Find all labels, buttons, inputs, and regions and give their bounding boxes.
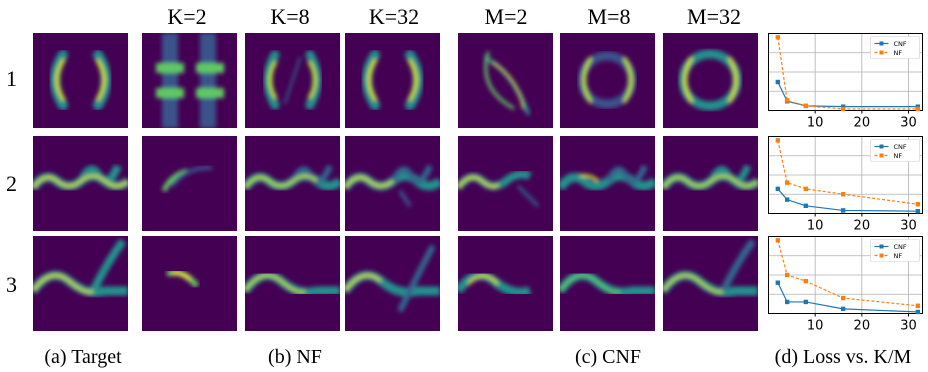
legend-label-nf: NF xyxy=(894,252,903,260)
density-panel-nf-k32-row3 xyxy=(345,236,440,331)
header-m8: M=8 xyxy=(587,4,631,29)
legend-label-nf: NF xyxy=(894,49,903,57)
density-panel-cnf-m8-row3 xyxy=(560,236,655,331)
density-panel-nf-k32-row2 xyxy=(345,136,440,231)
data-point-nf xyxy=(775,238,781,243)
legend-label-cnf: CNF xyxy=(894,243,907,251)
series-line-nf xyxy=(777,140,918,205)
data-point-cnf xyxy=(803,299,809,305)
row-label-1: 1 xyxy=(6,66,17,91)
density-panel-nf-k8-row2 xyxy=(245,136,340,231)
legend-marker-cnf xyxy=(879,41,884,46)
x-tick-label: 30 xyxy=(900,219,917,234)
data-point-cnf xyxy=(915,104,921,109)
row-label-3: 3 xyxy=(6,272,17,297)
x-tick-label: 30 xyxy=(900,319,917,334)
series-line-cnf xyxy=(777,282,918,313)
data-point-cnf xyxy=(915,309,921,315)
data-point-cnf xyxy=(775,280,781,285)
data-point-nf xyxy=(803,103,809,109)
series-line-cnf xyxy=(777,81,918,108)
data-point-nf xyxy=(784,272,790,278)
density-panel-cnf-m8-row2 xyxy=(560,136,655,231)
caption-nf: (b) NF xyxy=(268,346,322,368)
data-point-nf xyxy=(915,202,921,207)
axes-frame xyxy=(768,236,923,314)
x-tick-label: 20 xyxy=(854,219,871,234)
density-panel-nf-k32-row1 xyxy=(345,33,440,128)
series-line-nf xyxy=(777,37,918,110)
density-panel-cnf-m32-row2 xyxy=(663,136,758,231)
legend-marker-nf xyxy=(879,153,884,158)
header-k8: K=8 xyxy=(270,4,310,29)
legend-label-nf: NF xyxy=(894,152,903,160)
legend-label-cnf: CNF xyxy=(894,40,907,48)
data-point-cnf xyxy=(784,299,790,305)
data-point-nf xyxy=(915,303,921,308)
data-point-nf xyxy=(784,98,790,103)
density-panel-cnf-m2-row2 xyxy=(458,136,553,231)
x-tick-label: 20 xyxy=(854,116,871,131)
legend-marker-cnf xyxy=(879,144,884,149)
data-point-cnf xyxy=(784,197,790,202)
x-tick-label: 10 xyxy=(807,116,824,131)
density-panel-cnf-m2-row3 xyxy=(458,236,553,331)
caption-target: (a) Target xyxy=(44,346,122,368)
header-k2: K=2 xyxy=(167,4,207,29)
axes-frame xyxy=(768,33,923,111)
data-point-nf xyxy=(803,278,809,284)
loss-chart-row1: 10 20 30 CNF NF xyxy=(768,33,923,131)
caption-loss: (d) Loss vs. K/M xyxy=(774,346,912,368)
density-panel-target-row2 xyxy=(33,136,128,231)
legend-marker-nf xyxy=(879,50,884,55)
series-line-cnf xyxy=(777,188,918,212)
header-k32: K=32 xyxy=(368,4,420,29)
data-point-cnf xyxy=(915,208,921,214)
data-point-cnf xyxy=(840,306,846,312)
axes-frame xyxy=(768,136,923,214)
x-tick-label: 10 xyxy=(807,319,824,334)
data-point-nf xyxy=(840,192,846,197)
data-point-nf xyxy=(915,106,921,112)
density-panel-nf-k2-row2 xyxy=(142,136,237,231)
data-point-cnf xyxy=(840,104,846,109)
density-panel-nf-k8-row1 xyxy=(245,33,340,128)
legend-marker-nf xyxy=(879,253,884,258)
data-point-cnf xyxy=(803,203,809,208)
header-m32: M=32 xyxy=(687,4,741,29)
header-m2: M=2 xyxy=(484,4,528,29)
data-point-nf xyxy=(803,186,809,192)
density-panel-cnf-m8-row1 xyxy=(560,33,655,128)
data-point-cnf xyxy=(840,208,846,213)
data-point-nf xyxy=(775,138,781,143)
data-point-nf xyxy=(775,35,781,40)
density-panel-nf-k8-row3 xyxy=(245,236,340,331)
x-tick-label: 30 xyxy=(900,116,917,131)
x-tick-label: 20 xyxy=(854,319,871,334)
caption-cnf: (c) CNF xyxy=(574,346,642,368)
x-tick-label: 10 xyxy=(807,219,824,234)
density-panel-target-row3 xyxy=(33,236,128,331)
density-panel-nf-k2-row1 xyxy=(142,33,237,128)
legend-marker-cnf xyxy=(879,244,884,249)
data-point-cnf xyxy=(775,186,781,192)
density-panel-cnf-m32-row3 xyxy=(663,236,758,331)
legend-label-cnf: CNF xyxy=(894,143,907,151)
row-label-2: 2 xyxy=(6,171,17,196)
density-panel-target-row1 xyxy=(33,33,128,128)
loss-chart-row3: 10 20 30 CNF NF xyxy=(768,236,923,334)
density-panel-nf-k2-row3 xyxy=(142,236,237,331)
data-point-cnf xyxy=(775,79,781,85)
data-point-nf xyxy=(840,106,846,112)
data-point-nf xyxy=(784,180,790,185)
data-point-nf xyxy=(840,295,846,301)
loss-chart-row2: 10 20 30 CNF NF xyxy=(768,136,923,234)
density-panel-cnf-m2-row1 xyxy=(458,33,553,128)
density-panel-cnf-m32-row1 xyxy=(663,33,758,128)
